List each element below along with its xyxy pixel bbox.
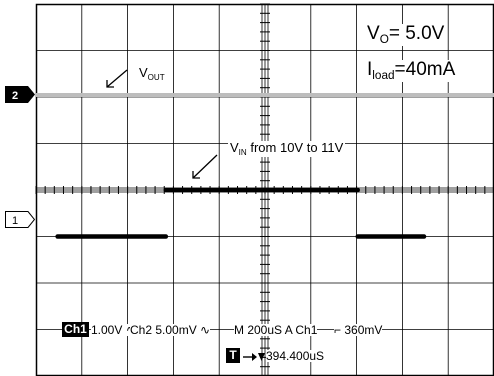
- ch2-scale-readout: Ch2 5.00mV ∿: [130, 323, 211, 337]
- output-voltage-label: VO= 5.0V: [365, 23, 447, 47]
- vout-arrow: [106, 69, 128, 88]
- channel-2-marker: 2: [5, 86, 35, 103]
- vout-trace-label: VOUT: [137, 65, 167, 82]
- load-current-label: Iload=40mA: [365, 59, 458, 83]
- channel-1-marker-label: 1: [12, 215, 18, 227]
- annotation-arrows: [106, 69, 218, 179]
- trigger-level-readout: ⌐ 360mV: [334, 323, 383, 337]
- rising-edge-icon: ⌐: [334, 323, 342, 337]
- timebase-readout: M 200uS A Ch1: [234, 323, 318, 337]
- vout-arrow-head: [106, 80, 114, 88]
- vin-arrow: [192, 154, 218, 179]
- channel-2-marker-label: 2: [12, 90, 18, 102]
- trigger-delay-readout: 394.400uS: [266, 349, 325, 363]
- waveform-traces: [36, 93, 494, 239]
- trigger-badge: T: [226, 348, 240, 363]
- bandwidth-limit-icon: ∿: [200, 323, 211, 337]
- vin-arrow-head: [192, 171, 200, 179]
- vin-trace-label: VIN from 10V to 11V: [228, 140, 346, 157]
- channel-1-marker: 1: [5, 211, 35, 228]
- ch1-readout-badge: Ch1: [62, 322, 89, 337]
- trigger-position-icon: [258, 353, 265, 361]
- trigger-arrow-icon: [243, 353, 265, 361]
